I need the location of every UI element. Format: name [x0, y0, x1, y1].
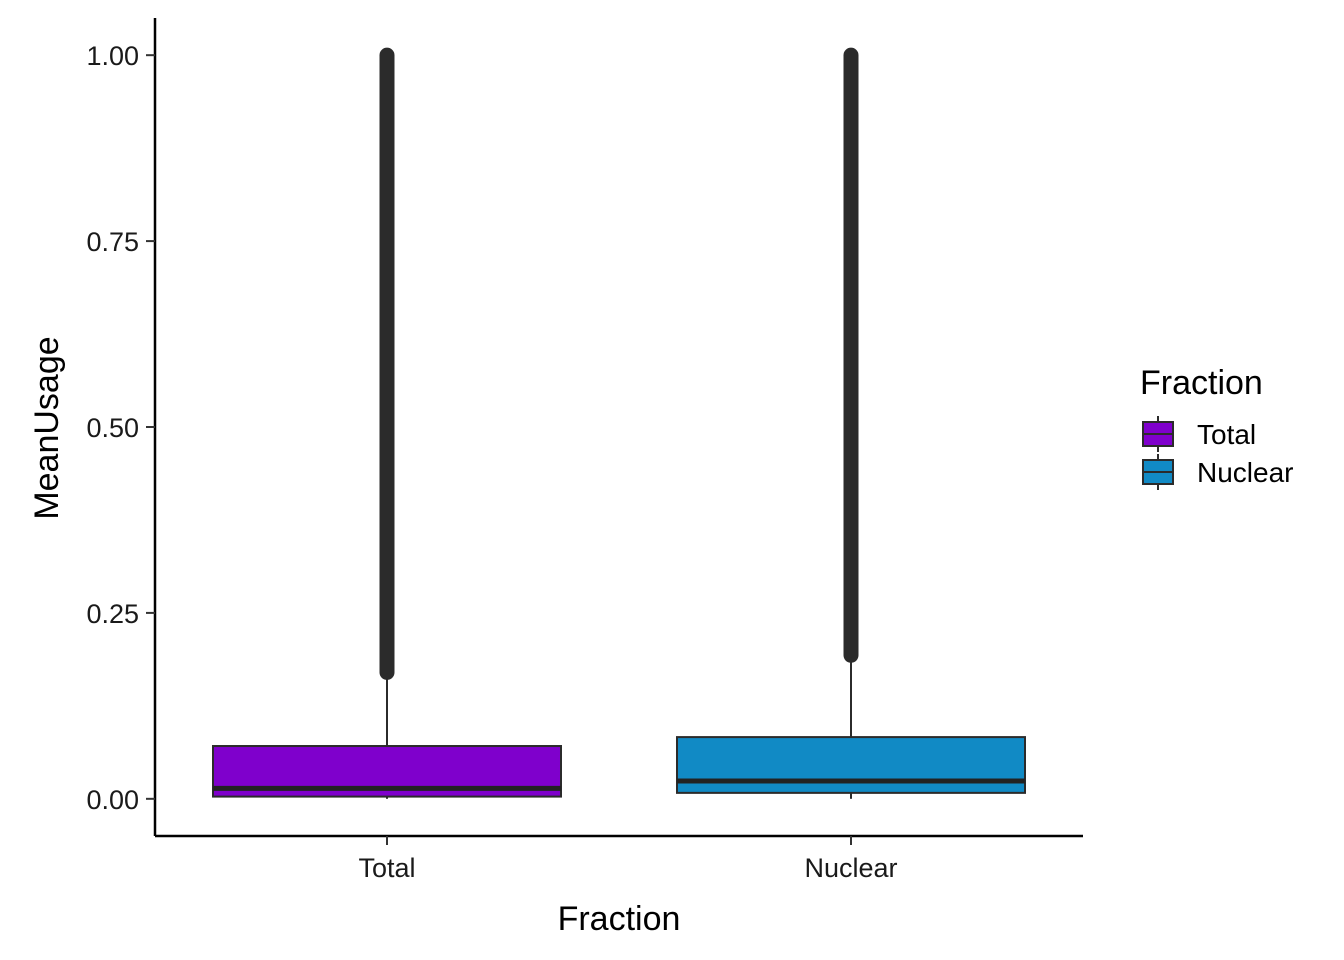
y-tick-label: 0.00	[86, 785, 139, 815]
y-axis-title: MeanUsage	[28, 336, 66, 519]
y-axis: 0.00 0.25 0.50 0.75 1.00	[86, 18, 157, 836]
x-axis-title: Fraction	[558, 900, 681, 938]
y-tick-label: 0.75	[86, 227, 139, 257]
x-tick-label: Total	[358, 853, 415, 883]
plot-area	[212, 47, 1026, 799]
legend-label: Total	[1197, 419, 1256, 450]
legend-item-nuclear: Nuclear	[1142, 454, 1293, 490]
box-nuclear	[676, 736, 1026, 794]
y-tick-label: 1.00	[86, 41, 139, 71]
legend-item-total: Total	[1142, 416, 1256, 452]
legend: Fraction Total Nuclear	[1140, 364, 1293, 490]
x-axis: Total Nuclear	[155, 834, 1083, 883]
x-tick-label: Nuclear	[804, 853, 897, 883]
legend-title: Fraction	[1140, 364, 1263, 402]
y-tick-label: 0.50	[86, 413, 139, 443]
legend-label: Nuclear	[1197, 457, 1293, 488]
y-tick-label: 0.25	[86, 599, 139, 629]
